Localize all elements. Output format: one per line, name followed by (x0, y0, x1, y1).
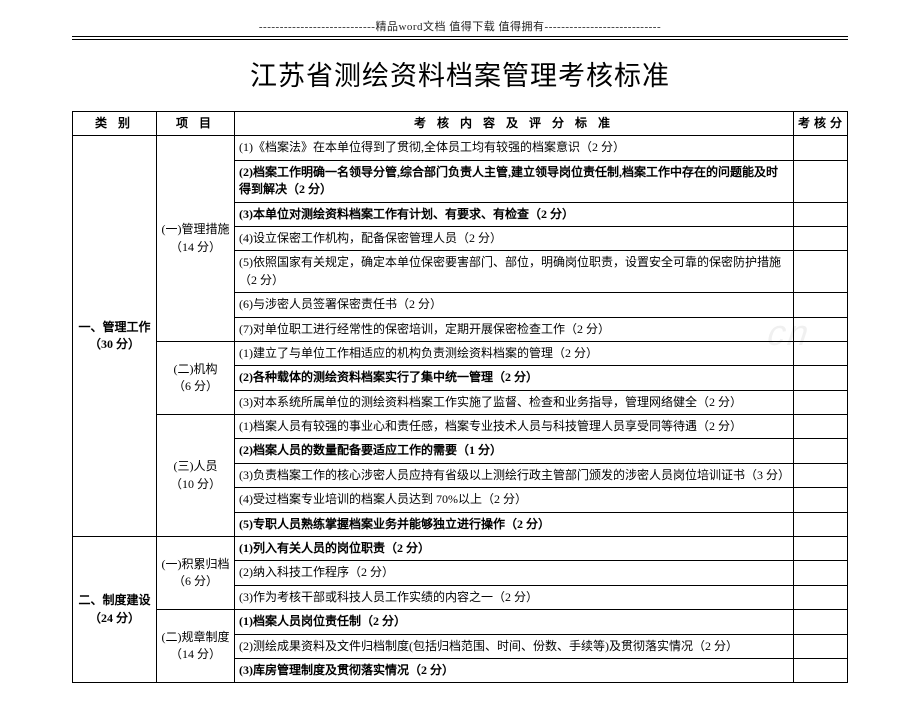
table-row: (三)人员（10 分）(1)档案人员有较强的事业心和责任感，档案专业技术人员与科… (73, 415, 848, 439)
content-cell: (2)各种载体的测绘资料档案实行了集中统一管理（2 分） (235, 366, 794, 390)
content-cell: (1)建立了与单位工作相适应的机构负责测绘资料档案的管理（2 分） (235, 341, 794, 365)
content-cell: (4)受过档案专业培训的档案人员达到 70%以上（2 分） (235, 488, 794, 512)
project-cell: (三)人员（10 分） (157, 415, 235, 537)
project-cell: (二)机构（6 分） (157, 341, 235, 414)
table-row: (二)机构（6 分）(1)建立了与单位工作相适应的机构负责测绘资料档案的管理（2… (73, 341, 848, 365)
col-category: 类 别 (73, 112, 157, 136)
content-cell: (2)测绘成果资料及文件归档制度(包括归档范围、时间、份数、手续等)及贯彻落实情… (235, 634, 794, 658)
project-cell: (二)规章制度（14 分） (157, 610, 235, 683)
score-cell (794, 610, 848, 634)
score-cell (794, 512, 848, 536)
score-cell (794, 293, 848, 317)
score-cell (794, 415, 848, 439)
content-cell: (7)对单位职工进行经常性的保密培训，定期开展保密检查工作（2 分） (235, 317, 794, 341)
content-cell: (4)设立保密工作机构，配备保密管理人员（2 分） (235, 226, 794, 250)
assessment-table: 类 别 项 目 考 核 内 容 及 评 分 标 准 考核分 一、管理工作（30 … (72, 111, 848, 683)
content-cell: (3)库房管理制度及贯彻落实情况（2 分） (235, 658, 794, 682)
content-cell: (3)负责档案工作的核心涉密人员应持有省级以上测绘行政主管部门颁发的涉密人员岗位… (235, 463, 794, 487)
col-project: 项 目 (157, 112, 235, 136)
score-cell (794, 341, 848, 365)
content-cell: (1)档案人员有较强的事业心和责任感，档案专业技术人员与科技管理人员享受同等待遇… (235, 415, 794, 439)
col-score: 考核分 (794, 112, 848, 136)
header-decoration: ----------------------------精品word文档 值得下… (72, 18, 848, 34)
score-cell (794, 136, 848, 160)
content-cell: (1)档案人员岗位责任制（2 分） (235, 610, 794, 634)
content-cell: (1)列入有关人员的岗位职责（2 分） (235, 537, 794, 561)
score-cell (794, 561, 848, 585)
score-cell (794, 585, 848, 609)
score-cell (794, 202, 848, 226)
table-row: 一、管理工作（30 分）(一)管理措施（14 分）(1)《档案法》在本单位得到了… (73, 136, 848, 160)
score-cell (794, 537, 848, 561)
content-cell: (6)与涉密人员签署保密责任书（2 分） (235, 293, 794, 317)
content-cell: (3)对本系统所属单位的测绘资料档案工作实施了监督、检查和业务指导，管理网络健全… (235, 390, 794, 414)
content-cell: (2)档案人员的数量配备要适应工作的需要（1 分） (235, 439, 794, 463)
category-cell: 二、制度建设（24 分） (73, 537, 157, 683)
content-cell: (3)作为考核干部或科技人员工作实绩的内容之一（2 分） (235, 585, 794, 609)
content-cell: (5)依照国家有关规定，确定本单位保密要害部门、部位，明确岗位职责，设置安全可靠… (235, 251, 794, 293)
document-title: 江苏省测绘资料档案管理考核标准 (72, 54, 848, 93)
content-cell: (3)本单位对测绘资料档案工作有计划、有要求、有检查（2 分） (235, 202, 794, 226)
col-content: 考 核 内 容 及 评 分 标 准 (235, 112, 794, 136)
score-cell (794, 439, 848, 463)
content-cell: (2)纳入科技工作程序（2 分） (235, 561, 794, 585)
project-cell: (一)管理措施（14 分） (157, 136, 235, 342)
score-cell (794, 463, 848, 487)
score-cell (794, 390, 848, 414)
header-rule-1 (72, 36, 848, 37)
content-cell: (1)《档案法》在本单位得到了贯彻,全体员工均有较强的档案意识（2 分） (235, 136, 794, 160)
score-cell (794, 317, 848, 341)
score-cell (794, 366, 848, 390)
table-row: 二、制度建设（24 分）(一)积累归档（6 分）(1)列入有关人员的岗位职责（2… (73, 537, 848, 561)
table-row: (二)规章制度（14 分）(1)档案人员岗位责任制（2 分） (73, 610, 848, 634)
table-header-row: 类 别 项 目 考 核 内 容 及 评 分 标 准 考核分 (73, 112, 848, 136)
score-cell (794, 160, 848, 202)
score-cell (794, 658, 848, 682)
content-cell: (5)专职人员熟练掌握档案业务并能够独立进行操作（2 分） (235, 512, 794, 536)
score-cell (794, 634, 848, 658)
category-cell: 一、管理工作（30 分） (73, 136, 157, 537)
project-cell: (一)积累归档（6 分） (157, 537, 235, 610)
score-cell (794, 251, 848, 293)
score-cell (794, 488, 848, 512)
score-cell (794, 226, 848, 250)
content-cell: (2)档案工作明确一名领导分管,综合部门负责人主管,建立领导岗位责任制,档案工作… (235, 160, 794, 202)
header-rule-2 (72, 39, 848, 40)
